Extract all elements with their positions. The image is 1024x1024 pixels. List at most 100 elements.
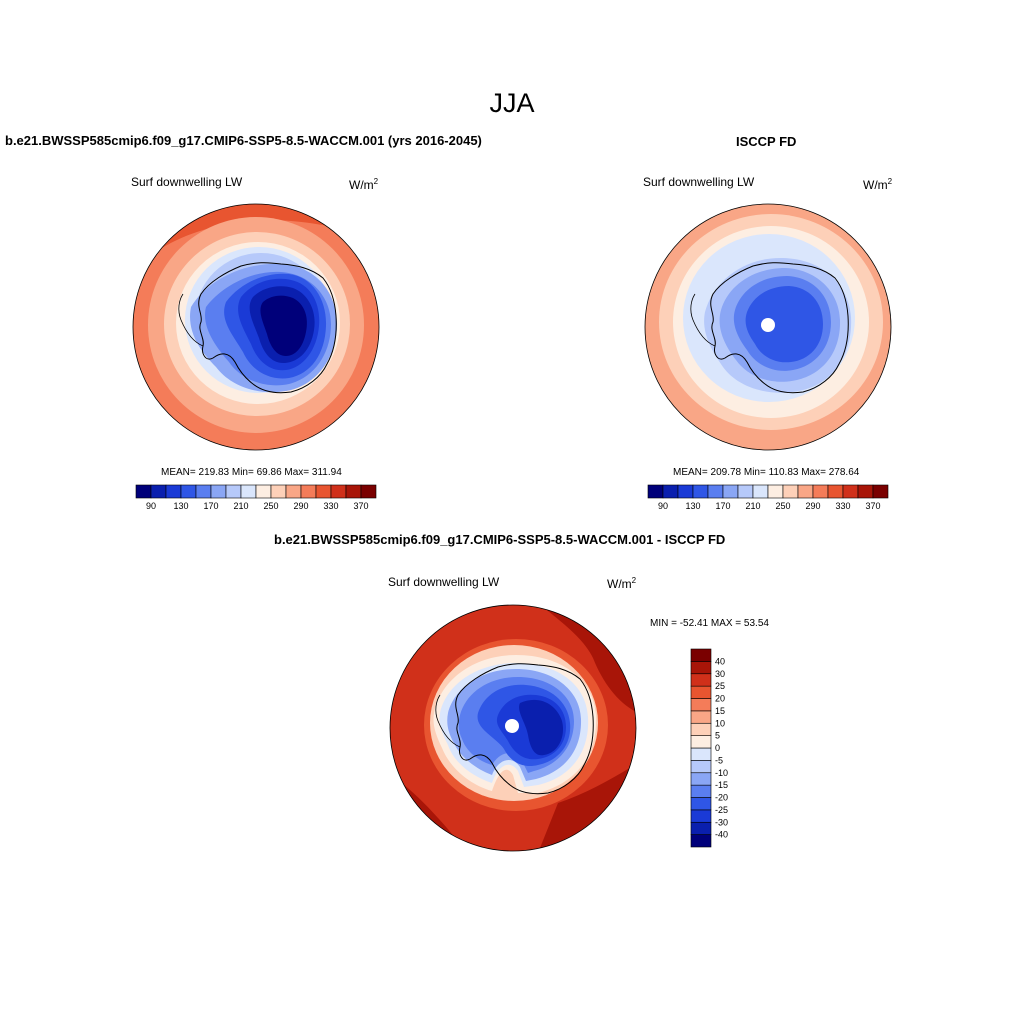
- panel1-stats: MEAN= 219.83 Min= 69.86 Max= 311.94: [161, 467, 342, 478]
- colorbar-box: [690, 797, 712, 811]
- diff-title: b.e21.BWSSP585cmip6.f09_g17.CMIP6-SSP5-8…: [274, 532, 726, 547]
- colorbar-box: [255, 484, 272, 499]
- colorbar-box: [690, 747, 712, 761]
- coastline: [435, 694, 461, 748]
- panel1-polar-map: [132, 203, 380, 451]
- colorbar-box: [690, 809, 712, 823]
- colorbar-tick-label: 90: [658, 501, 668, 511]
- colorbar-box: [300, 484, 317, 499]
- panel3-variable-label: Surf downwelling LW: [388, 575, 500, 589]
- coastline: [178, 293, 204, 347]
- map-fill-band: [260, 295, 307, 356]
- colorbar-tick-label: 290: [293, 501, 308, 511]
- colorbar-tick-label: 170: [715, 501, 730, 511]
- panel3-colorbar: -40 -30 -25 -20 -15 -10 -5 0 5 10 15 20 25 30 40: [690, 648, 728, 848]
- colorbar-box: [330, 484, 347, 499]
- panel3-units: W/m2: [607, 576, 637, 591]
- map-fill-band: [519, 699, 564, 756]
- colorbar-box: [315, 484, 332, 499]
- colorbar-tick-label: 0: [715, 743, 720, 753]
- colorbar-tick-label: 40: [715, 656, 725, 666]
- colorbar-box: [842, 484, 859, 499]
- colorbar-tick-label: 250: [263, 501, 278, 511]
- colorbar-tick-label: -40: [715, 830, 728, 840]
- colorbar-box: [722, 484, 739, 499]
- colorbar-box: [210, 484, 227, 499]
- colorbar-box: [240, 484, 257, 499]
- colorbar-tick-label: 210: [233, 501, 248, 511]
- colorbar-box: [797, 484, 814, 499]
- colorbar-tick-label: 30: [715, 669, 725, 679]
- colorbar-box: [180, 484, 197, 499]
- case-title: b.e21.BWSSP585cmip6.f09_g17.CMIP6-SSP5-8…: [5, 133, 482, 148]
- panel2-stats: MEAN= 209.78 Min= 110.83 Max= 278.64: [673, 467, 860, 478]
- colorbar-box: [827, 484, 844, 499]
- colorbar-box: [360, 484, 377, 499]
- colorbar-tick-label: -25: [715, 805, 728, 815]
- colorbar-tick-label: 210: [745, 501, 760, 511]
- colorbar-box: [690, 661, 712, 675]
- obs-title: ISCCP FD: [736, 134, 797, 149]
- colorbar-box: [690, 834, 712, 848]
- panel1-variable-label: Surf downwelling LW: [131, 175, 243, 189]
- colorbar-box: [872, 484, 889, 499]
- panel3-stats: MIN = -52.41 MAX = 53.54: [650, 618, 769, 629]
- panel2-polar-map: [644, 203, 892, 451]
- panel2-variable-label: Surf downwelling LW: [643, 175, 755, 189]
- map-border: [389, 604, 637, 852]
- panel1-colorbar: 90 130 170 210 250 290 330 370: [135, 484, 377, 511]
- colorbar-box: [782, 484, 799, 499]
- colorbar-box: [812, 484, 829, 499]
- colorbar-box: [270, 484, 287, 499]
- colorbar-box: [690, 772, 712, 786]
- colorbar-box: [165, 484, 182, 499]
- panel3-polar-map: [389, 604, 637, 852]
- colorbar-tick-label: -20: [715, 793, 728, 803]
- colorbar-tick-label: 250: [775, 501, 790, 511]
- colorbar-tick-label: 330: [835, 501, 850, 511]
- colorbar-box: [737, 484, 754, 499]
- colorbar-box: [662, 484, 679, 499]
- colorbar-box: [690, 760, 712, 774]
- colorbar-box: [690, 673, 712, 687]
- colorbar-box: [225, 484, 242, 499]
- colorbar-box: [285, 484, 302, 499]
- colorbar-tick-label: 130: [685, 501, 700, 511]
- colorbar-box: [707, 484, 724, 499]
- colorbar-box: [150, 484, 167, 499]
- colorbar-tick-label: -10: [715, 768, 728, 778]
- panel1-units: W/m2: [349, 177, 379, 192]
- colorbar-tick-label: 370: [865, 501, 880, 511]
- colorbar-box: [690, 685, 712, 699]
- colorbar-tick-label: -5: [715, 755, 723, 765]
- colorbar-tick-label: 5: [715, 731, 720, 741]
- colorbar-box: [135, 484, 152, 499]
- colorbar-box: [195, 484, 212, 499]
- colorbar-tick-label: 290: [805, 501, 820, 511]
- colorbar-box: [690, 735, 712, 749]
- map-border: [132, 203, 380, 451]
- colorbar-tick-label: 130: [173, 501, 188, 511]
- colorbar-box: [752, 484, 769, 499]
- colorbar-tick-label: 15: [715, 706, 725, 716]
- colorbar-tick-label: 20: [715, 694, 725, 704]
- map-fill-band: [745, 286, 823, 363]
- colorbar-tick-label: -15: [715, 780, 728, 790]
- panel2-colorbar: 90 130 170 210 250 290 330 370: [647, 484, 889, 511]
- colorbar-box: [857, 484, 874, 499]
- colorbar-box: [692, 484, 709, 499]
- colorbar-box: [345, 484, 362, 499]
- colorbar-tick-label: 170: [203, 501, 218, 511]
- colorbar-box: [690, 698, 712, 712]
- colorbar-tick-label: 10: [715, 718, 725, 728]
- colorbar-tick-label: 330: [323, 501, 338, 511]
- panel2-units: W/m2: [863, 177, 893, 192]
- colorbar-box: [647, 484, 664, 499]
- colorbar-box: [690, 648, 712, 662]
- colorbar-tick-label: 370: [353, 501, 368, 511]
- colorbar-box: [690, 784, 712, 798]
- colorbar-box: [767, 484, 784, 499]
- pole-missing-data: [505, 719, 519, 733]
- colorbar-tick-label: 25: [715, 681, 725, 691]
- colorbar-box: [690, 710, 712, 724]
